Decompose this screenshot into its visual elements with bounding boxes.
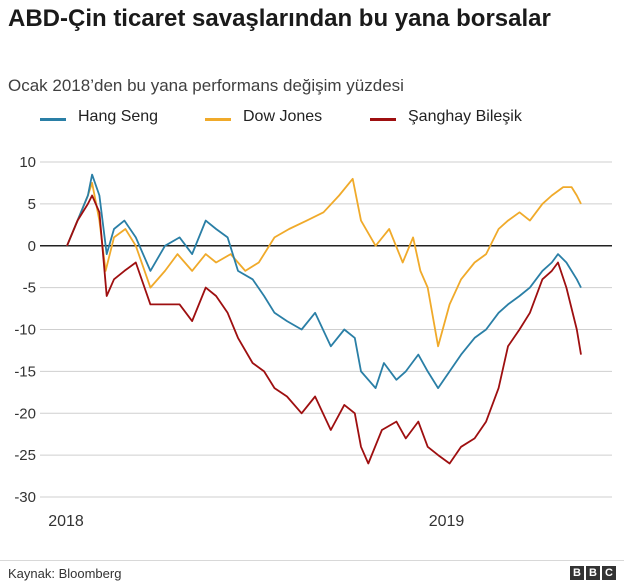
y-tick-label: 10 — [19, 154, 36, 171]
legend-swatch-hang-seng — [40, 118, 66, 121]
y-tick-label: -10 — [14, 322, 36, 339]
y-tick-label: 0 — [28, 238, 36, 255]
axis-labels: 10 5 0 -5 -10 -15 -20 -25 -30 2018 2019 — [14, 154, 464, 530]
x-tick-label: 2018 — [48, 513, 84, 530]
y-tick-label: -25 — [14, 447, 36, 464]
chart-subtitle: Ocak 2018’den bu yana performans değişim… — [8, 76, 404, 95]
legend-label-hang-seng: Hang Seng — [78, 108, 159, 125]
grid-layer — [40, 161, 612, 498]
bbc-logo-letter: B — [570, 566, 584, 580]
y-tick-label: -5 — [23, 280, 36, 297]
series-layer — [66, 173, 582, 465]
chart-title: ABD-Çin ticaret savaşlarından bu yana bo… — [8, 5, 551, 32]
legend-swatch-dow-jones — [205, 118, 231, 121]
series-line-hang-seng — [66, 173, 582, 389]
y-tick-label: -20 — [14, 405, 36, 422]
y-tick-label: -15 — [14, 363, 36, 380]
y-tick-label: -30 — [14, 489, 36, 506]
bbc-logo-letter: C — [602, 566, 616, 580]
series-line--anghay-bile-ik — [66, 194, 582, 465]
footer: Kaynak: Bloomberg B B C — [0, 560, 624, 586]
legend-swatch-shanghai — [370, 118, 396, 121]
line-chart: 10 5 0 -5 -10 -15 -20 -25 -30 2018 2019 — [14, 154, 612, 530]
x-tick-label: 2019 — [429, 513, 465, 530]
source-text: Kaynak: Bloomberg — [8, 566, 122, 581]
legend-label-dow-jones: Dow Jones — [243, 108, 323, 125]
legend-label-shanghai: Şanghay Bileşik — [408, 108, 522, 125]
series-line-dow-jones — [66, 177, 582, 348]
bbc-logo: B B C — [570, 566, 616, 580]
bbc-logo-letter: B — [586, 566, 600, 580]
y-tick-label: 5 — [28, 196, 36, 213]
